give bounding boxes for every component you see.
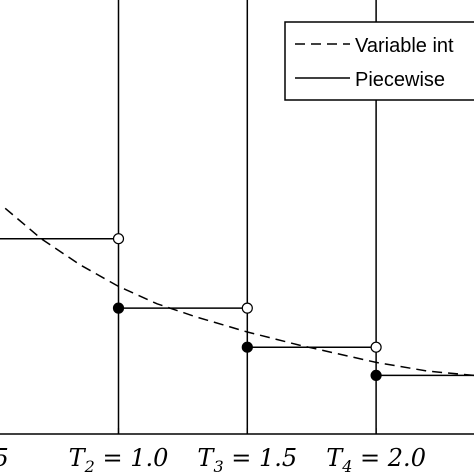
piecewise-closed-marker-4 bbox=[370, 369, 382, 382]
x-tick-label-2: T2 = 1.0 bbox=[69, 444, 169, 474]
series-variable-intensity bbox=[4, 207, 474, 377]
legend-label-piecewise: Piecewise bbox=[355, 69, 445, 91]
piecewise-open-marker-3 bbox=[370, 341, 382, 353]
x-tick-label-1: 0.5 bbox=[0, 444, 9, 472]
piecewise-open-marker-2 bbox=[241, 302, 253, 314]
x-tick-label-3: T3 = 1.5 bbox=[197, 444, 297, 474]
piecewise-open-marker-1 bbox=[112, 233, 125, 245]
piecewise-closed-marker-3 bbox=[241, 341, 253, 353]
legend-box bbox=[284, 21, 474, 101]
x-tick-label-4: T4 = 2.0 bbox=[326, 444, 426, 474]
piecewise-closed-marker-2 bbox=[112, 302, 125, 314]
legend-label-variable: Variable int bbox=[355, 35, 454, 57]
legend: Variable int Piecewise bbox=[284, 21, 474, 101]
